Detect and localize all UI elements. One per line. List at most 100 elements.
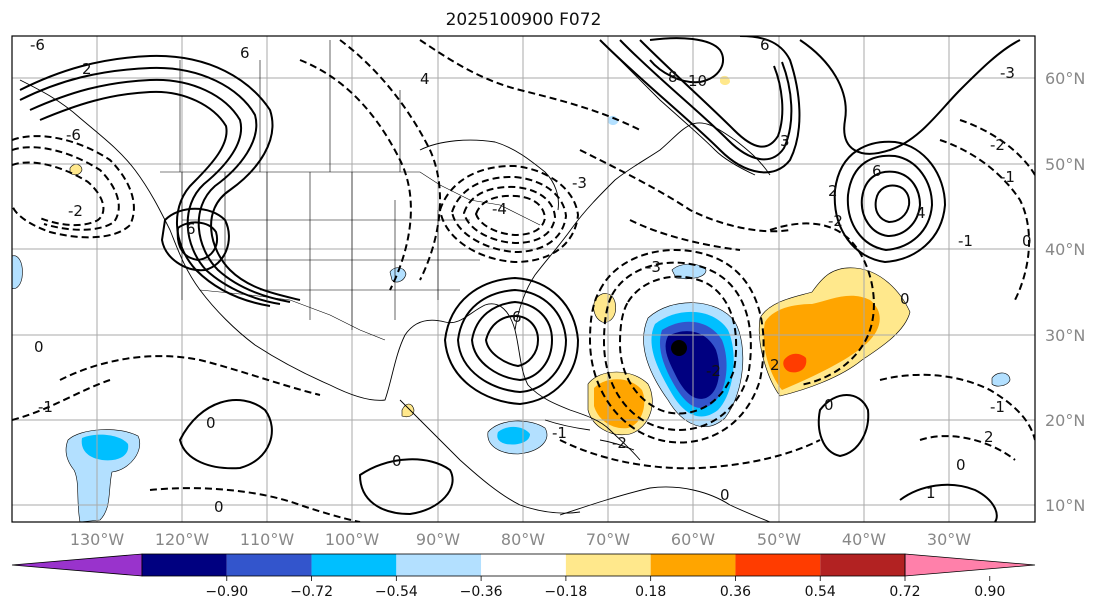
contour-neg-east-2 xyxy=(939,139,1030,301)
contour-label: -2 xyxy=(68,202,83,220)
contour-label: -4 xyxy=(492,200,507,218)
lat-tick-label: 50°N xyxy=(1045,155,1085,174)
contour-neg-low-ne-2 xyxy=(450,175,568,254)
map-border xyxy=(11,35,1036,523)
contour-neg-low-ne-3 xyxy=(462,185,557,245)
colorbar-tick-label: 0.36 xyxy=(720,584,751,600)
contour-label: -3 xyxy=(572,174,587,192)
contour-neg-east-3 xyxy=(959,119,1035,176)
lat-tick-label: 30°N xyxy=(1045,326,1085,345)
colorbar: −0.90 −0.72 −0.54 −0.36 −0.18 0.18 0.36 0.54 0.7… xyxy=(11,553,1036,600)
contour-label: 0 xyxy=(206,414,216,432)
colorbar-segment xyxy=(565,554,651,576)
contour-label: 10 xyxy=(688,72,707,90)
contour-label: 6 xyxy=(240,44,250,62)
colorbar-tick-label: 0.72 xyxy=(889,584,920,600)
contour-north-2 xyxy=(619,39,793,161)
contour-label: -2 xyxy=(706,362,721,380)
border-states-2 xyxy=(182,219,480,291)
lon-axis: 130°W 120°W 110°W 100°W 90°W 80°W 70°W 6… xyxy=(70,530,971,549)
map-title: 2025100900 F072 xyxy=(445,10,602,30)
contour-label: -6 xyxy=(30,36,45,54)
contour-label: 2 xyxy=(82,60,92,78)
contour-neg-south-4 xyxy=(879,373,1035,441)
colorbar-tick-label: −0.90 xyxy=(205,584,248,600)
pos-anomaly-east-core xyxy=(783,353,807,373)
contour-neg-pacific-2 xyxy=(12,146,120,231)
colorbar-segment xyxy=(820,554,905,576)
contour-label: 0 xyxy=(1022,232,1032,250)
contour-north-east xyxy=(799,39,1021,155)
neg-anomaly-dot xyxy=(671,340,687,356)
coastline-pacific-nw xyxy=(19,79,641,461)
contour-label: 6 xyxy=(186,220,196,238)
border-canada-prov xyxy=(179,40,401,172)
contour-ridge-west-3 xyxy=(29,78,281,305)
contour-neg-south-3 xyxy=(559,439,821,470)
pos-anomaly-west-inner xyxy=(594,379,645,429)
colorbar-tick-label: −0.18 xyxy=(544,584,587,600)
contour-high-atlantic-2 xyxy=(846,154,934,252)
colorbar-tick-label: 0.90 xyxy=(974,584,1005,600)
neg-anomaly-small-1 xyxy=(671,263,707,280)
contour-high-gulf-1 xyxy=(443,276,580,406)
lon-tick-label: 110°W xyxy=(240,530,295,549)
colorbar-segment xyxy=(650,554,736,576)
contour-neg-pacific-1 xyxy=(12,135,135,239)
contour-neg-low-center-3 xyxy=(618,275,738,415)
contour-neg-pacific-3 xyxy=(12,161,105,226)
pos-anomaly-small-2 xyxy=(401,403,415,418)
contour-neg-low-center-2 xyxy=(602,261,752,431)
lon-tick-label: 90°W xyxy=(416,530,460,549)
coastline-hudson xyxy=(419,139,559,211)
neg-anomaly-gulf-core xyxy=(497,426,530,445)
contour-neg-mid-3 xyxy=(419,39,641,131)
contour-label: 0 xyxy=(214,498,224,516)
colorbar-extend-low xyxy=(11,553,143,577)
contour-zero-se xyxy=(899,483,998,522)
colorbar-segment xyxy=(396,554,482,576)
contour-label: 4 xyxy=(420,70,430,88)
contour-zero-south xyxy=(358,458,454,516)
lon-tick-label: 120°W xyxy=(155,530,210,549)
colorbar-frame xyxy=(141,553,906,577)
contour-zero-east xyxy=(817,394,870,458)
contours-solid xyxy=(19,36,1021,522)
contour-label: 0 xyxy=(956,456,966,474)
lon-tick-label: 130°W xyxy=(70,530,125,549)
contour-label: 0 xyxy=(392,452,402,470)
lon-tick-label: 50°W xyxy=(757,530,801,549)
contour-neg-atl-2 xyxy=(629,219,741,251)
colorbar-tick-label: −0.72 xyxy=(290,584,333,600)
border-states-1 xyxy=(181,172,439,330)
contour-neg-south-2 xyxy=(12,379,111,421)
contour-north-3 xyxy=(639,39,784,148)
lat-axis: 60°N 50°N 40°N 30°N 20°N 10°N xyxy=(1045,69,1085,515)
lat-tick-label: 40°N xyxy=(1045,240,1085,259)
border-us-canada xyxy=(160,171,541,226)
contour-labels: -6 2 -6 4 6 -2 6 6 -4 -3 -2 6 8 10 3 -3 … xyxy=(30,36,1032,516)
contour-label: 2 xyxy=(770,356,780,374)
contour-ridge-west-4 xyxy=(39,90,271,307)
contour-label: -3 xyxy=(646,258,661,276)
contour-neg-mid-2 xyxy=(339,39,441,281)
colorbar-extend-high xyxy=(904,553,1036,577)
coastline-caribbean xyxy=(544,419,635,451)
colorbar-tick-label: −0.36 xyxy=(460,584,503,600)
contour-north-loop xyxy=(649,37,725,84)
shaded-anomalies xyxy=(12,75,1011,522)
colorbar-segment xyxy=(481,554,566,576)
contour-label: -1 xyxy=(990,398,1005,416)
contour-neg-atl-1 xyxy=(579,149,791,233)
contour-ridge-west-1 xyxy=(19,54,301,301)
lon-tick-label: 40°W xyxy=(842,530,886,549)
contour-high-atlantic-1 xyxy=(833,140,947,264)
contour-neg-south-1 xyxy=(59,355,321,396)
contour-high-sw-inner xyxy=(176,221,218,262)
lon-tick-label: 80°W xyxy=(501,530,545,549)
lat-tick-label: 10°N xyxy=(1045,496,1085,515)
coastline-south-america xyxy=(559,486,771,522)
contour-high-gulf-2 xyxy=(456,288,568,394)
contour-label: 2 xyxy=(984,428,994,446)
contour-label: 0 xyxy=(720,486,730,504)
